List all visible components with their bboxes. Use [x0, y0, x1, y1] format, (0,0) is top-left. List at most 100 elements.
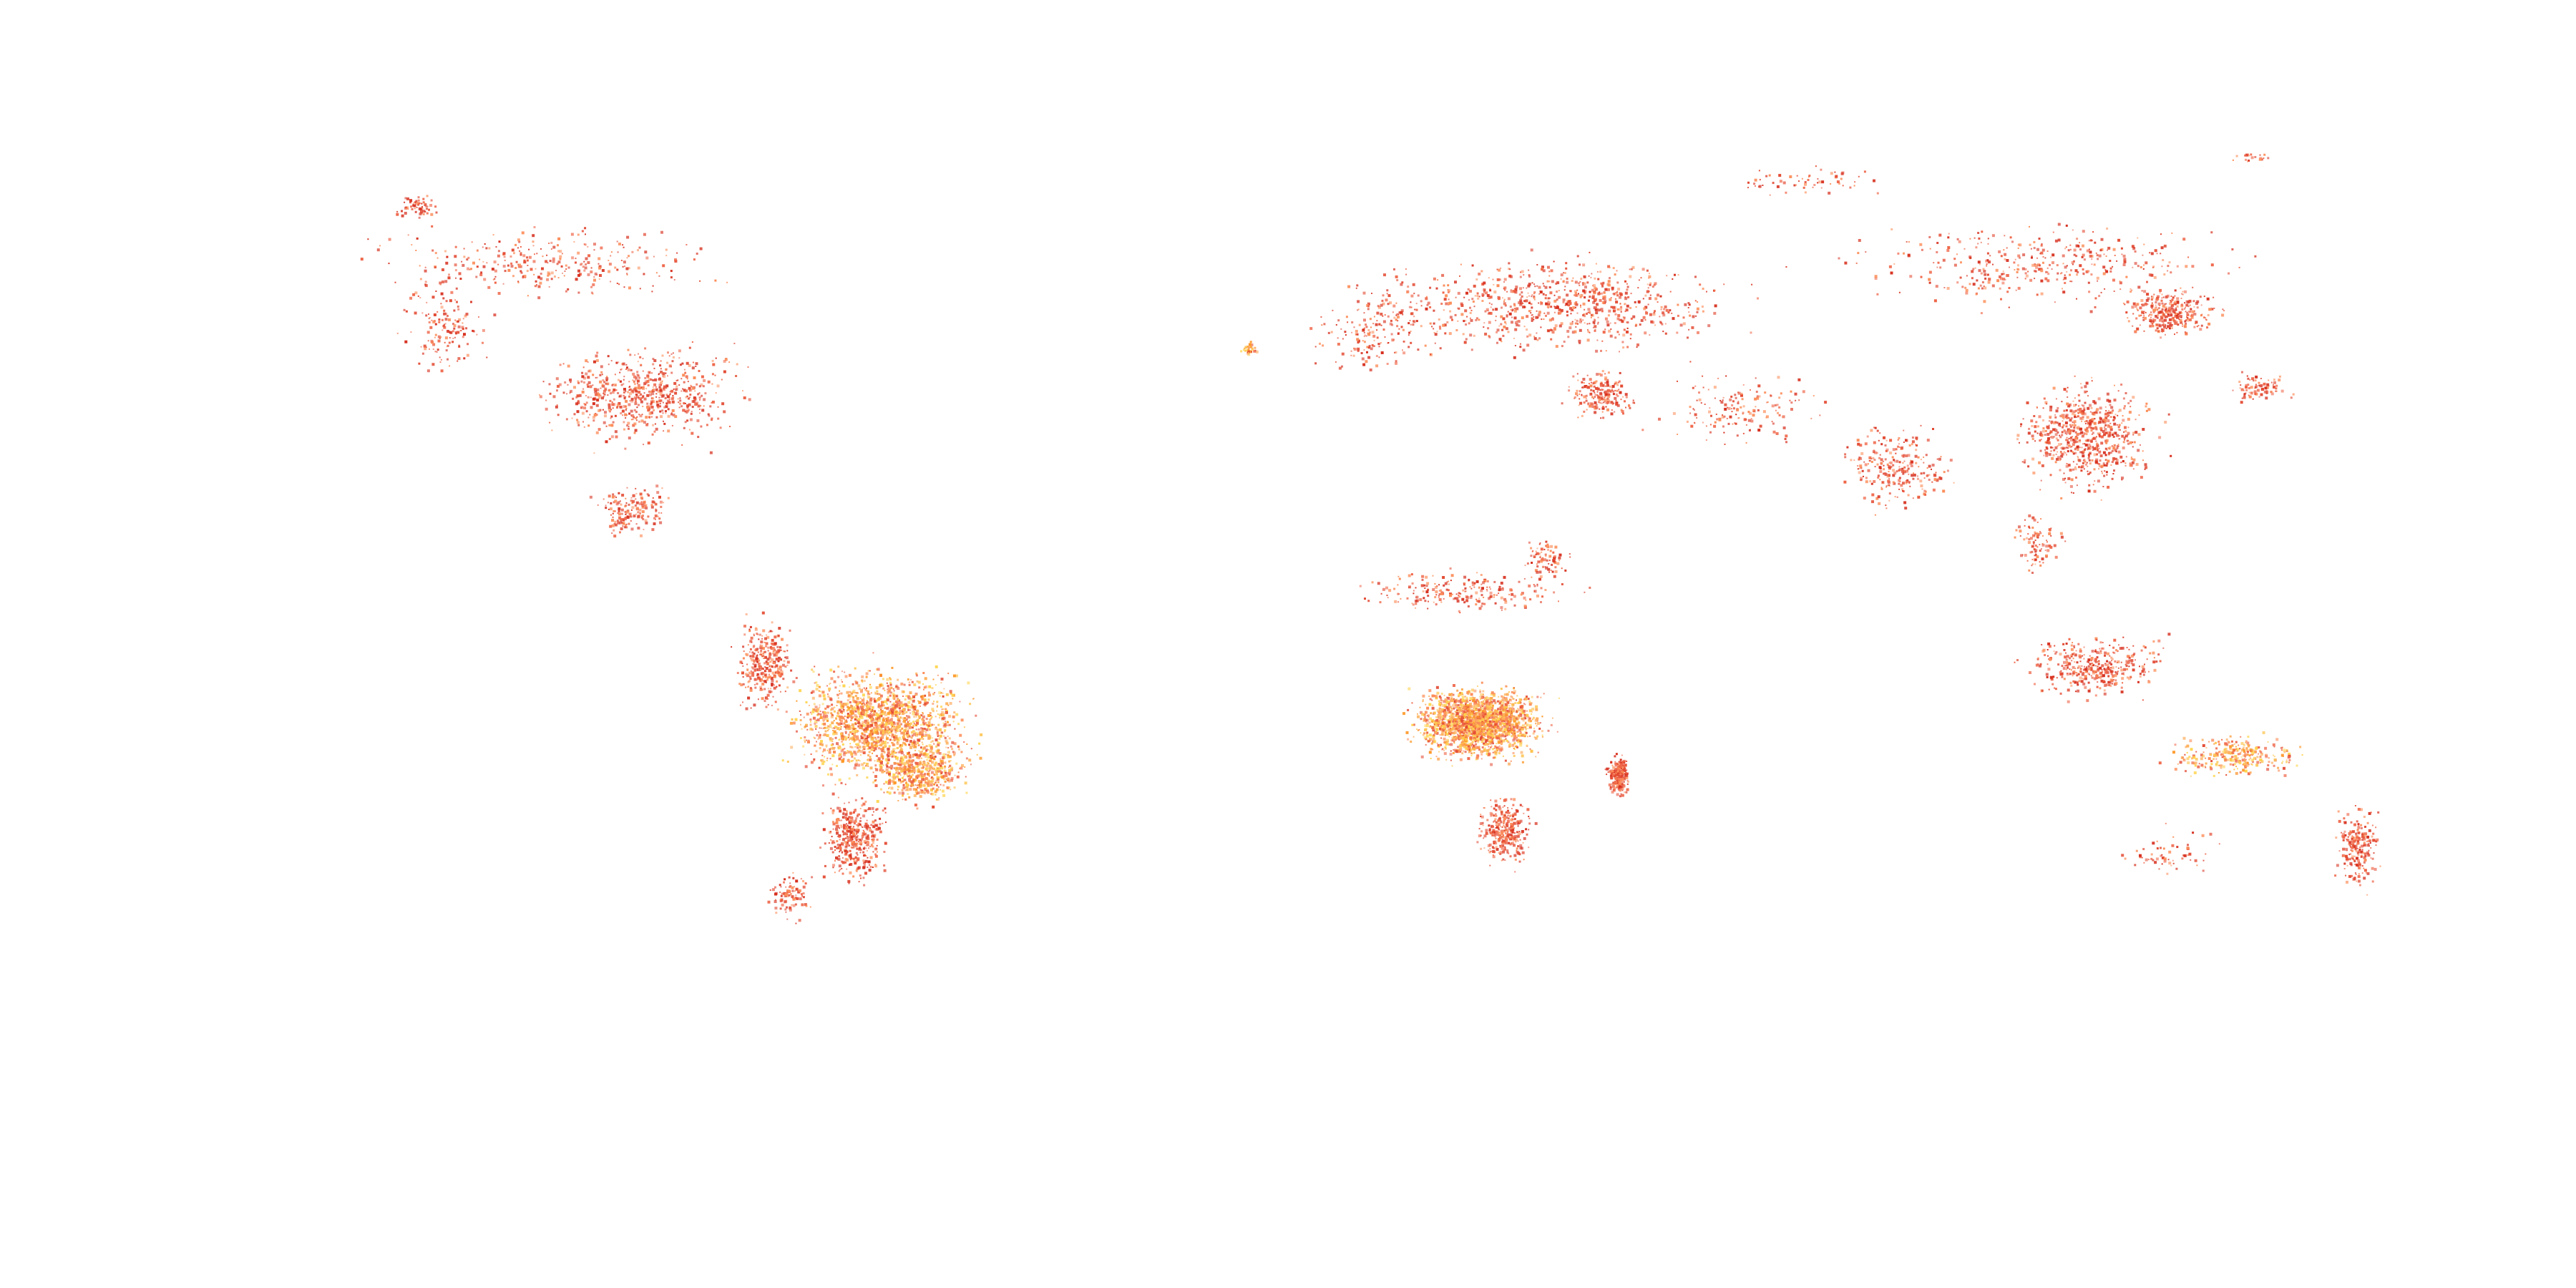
fire-dot: [882, 734, 884, 736]
fire-dot: [1455, 720, 1458, 723]
fire-dot: [772, 650, 775, 653]
fire-dot: [945, 753, 947, 756]
fire-dot: [1440, 718, 1443, 721]
fire-dot: [1501, 740, 1503, 743]
fire-dot: [838, 827, 840, 829]
fire-dot: [915, 724, 917, 726]
fire-dot: [1462, 693, 1464, 696]
fire-dot: [1461, 703, 1464, 707]
fire-dot: [879, 726, 881, 728]
fire-dot: [858, 740, 862, 743]
fire-dot: [1457, 704, 1460, 706]
fire-dot: [929, 760, 932, 762]
fire-dot: [1458, 711, 1460, 713]
fire-dot: [1469, 716, 1472, 719]
fire-dot: [897, 686, 899, 688]
fire-dot: [1458, 693, 1461, 696]
fire-dot: [1483, 702, 1485, 704]
fire-dot: [867, 696, 871, 699]
fire-dot: [1441, 708, 1444, 711]
fire-dot: [1468, 731, 1471, 735]
fire-dot: [918, 774, 922, 778]
fire-dot: [1455, 714, 1458, 718]
fire-dot: [1485, 753, 1488, 756]
fire-dot: [840, 756, 842, 758]
fire-dot: [887, 747, 890, 751]
fire-dot: [771, 679, 774, 683]
fire-dot: [1407, 738, 1410, 741]
fire-dot: [1536, 717, 1539, 721]
fire-dot: [1452, 738, 1454, 740]
fire-dot: [791, 886, 794, 889]
fire-dot: [786, 895, 789, 897]
fire-dot: [859, 716, 861, 718]
fire-dot: [880, 710, 884, 713]
fire-dot: [1494, 836, 1496, 838]
fire-dot: [779, 658, 783, 661]
fire-dot: [1486, 733, 1490, 736]
fire-dot: [882, 747, 884, 749]
fire-dot: [1432, 737, 1435, 741]
fire-dot: [1513, 818, 1516, 821]
fire-dot: [959, 701, 961, 703]
fire-dot: [917, 786, 919, 789]
fire-dot: [828, 687, 831, 691]
fire-dot: [870, 738, 874, 741]
fire-dot: [1490, 736, 1493, 739]
fire-dot: [902, 730, 905, 733]
fire-dot: [859, 849, 862, 852]
fire-dot: [899, 745, 902, 748]
fire-dot: [927, 698, 930, 701]
fire-dot: [916, 807, 919, 810]
fire-dot: [1420, 718, 1423, 721]
fire-dot: [765, 681, 767, 683]
fire-dot: [1460, 741, 1463, 743]
fire-dot: [857, 704, 859, 706]
fire-dot: [942, 778, 945, 781]
fire-dot: [838, 753, 840, 755]
fire-dot: [875, 726, 879, 729]
fire-dot: [939, 770, 942, 773]
fire-dot: [859, 724, 863, 728]
fire-dot: [1490, 697, 1493, 700]
fire-dot: [897, 759, 899, 761]
fire-dot: [885, 722, 887, 723]
fire-dot: [768, 656, 771, 660]
fire-dot: [877, 705, 881, 708]
fire-dot: [872, 723, 874, 724]
fire-dot: [789, 721, 793, 725]
fire-dot: [1425, 728, 1428, 731]
fire-dot: [963, 741, 965, 743]
fire-dot: [932, 758, 935, 760]
fire-dot: [846, 738, 848, 740]
fire-dot: [1519, 712, 1523, 716]
fire-dot: [897, 740, 898, 742]
fire-dot: [875, 768, 879, 771]
fire-dot: [847, 751, 851, 753]
fire-dot: [739, 704, 741, 706]
fire-dot: [1512, 752, 1515, 754]
fire-dot: [880, 708, 882, 711]
fire-dot: [882, 741, 884, 743]
fire-dot: [852, 812, 854, 814]
fire-dot: [1520, 708, 1523, 712]
fire-dot: [980, 733, 983, 736]
fire-dot: [913, 711, 915, 713]
fire-dot: [1444, 733, 1447, 736]
fire-dot: [881, 721, 884, 725]
fire-dot: [779, 691, 781, 693]
fire-dot: [1450, 750, 1452, 752]
fire-dot: [878, 686, 881, 688]
fire-dot: [849, 686, 851, 688]
fire-dot: [767, 698, 769, 700]
fire-dot: [879, 830, 882, 834]
fire-dot: [942, 716, 946, 720]
fire-dot: [864, 859, 868, 863]
fire-dot: [890, 686, 893, 689]
fire-dot: [1483, 702, 1485, 704]
fire-dot: [1521, 708, 1523, 710]
fire-dot: [867, 837, 870, 840]
fire-dot: [1523, 716, 1527, 720]
fire-dot: [1441, 719, 1443, 721]
fire-dot: [975, 714, 977, 717]
